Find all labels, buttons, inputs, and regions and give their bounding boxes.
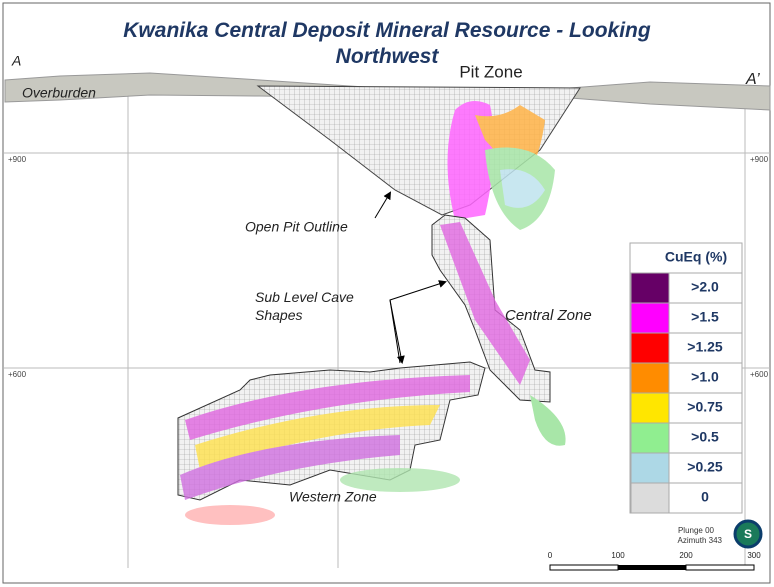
legend-swatch <box>630 452 670 484</box>
legend-swatch <box>630 302 670 334</box>
legend-swatch <box>630 422 670 454</box>
pit-ore <box>447 101 555 230</box>
legend-label: >1.0 <box>691 369 719 385</box>
legend-label: 0 <box>701 489 709 505</box>
legend-swatch <box>630 272 670 304</box>
azimuth: Azimuth 343 <box>678 536 723 545</box>
elevation: +900 <box>8 155 27 164</box>
logo-text: S <box>744 527 752 541</box>
legend-label: >0.25 <box>687 459 723 475</box>
overburden-label: Overburden <box>22 85 96 101</box>
annotation: Western Zone <box>289 489 377 505</box>
legend-label: >1.25 <box>687 339 723 355</box>
arrow <box>389 280 447 364</box>
arrow <box>374 191 392 219</box>
elevation: +600 <box>8 370 27 379</box>
annotation: Open Pit Outline <box>245 219 348 235</box>
logo <box>733 519 763 549</box>
central-ore <box>440 222 530 385</box>
scale-label: 100 <box>611 551 625 560</box>
legend-swatch <box>630 332 670 364</box>
section-start: A <box>11 53 21 69</box>
plunge: Plunge 00 <box>678 526 715 535</box>
annotation: Central Zone <box>505 307 592 324</box>
legend-swatch <box>630 392 670 424</box>
western-ore <box>180 375 470 525</box>
pit-zone-label: Pit Zone <box>459 62 522 81</box>
legend-title: CuEq (%) <box>665 249 727 265</box>
elevation: +900 <box>750 155 769 164</box>
legend-swatch <box>630 362 670 394</box>
scale-label: 200 <box>679 551 693 560</box>
annotation: Sub Level Cave Shapes <box>255 289 354 323</box>
legend-label: >0.75 <box>687 399 723 415</box>
legend-label: >1.5 <box>691 309 719 325</box>
section-end: A’ <box>745 71 760 88</box>
central-tail <box>530 395 566 446</box>
legend-label: >2.0 <box>691 279 719 295</box>
annotation-box: Sub Level Cave Shapes <box>255 289 354 323</box>
title: Kwanika Central Deposit Mineral Resource… <box>123 19 651 68</box>
legend: CuEq (%) >2.0 >1.5 >1.25 >1.0 >0.75 >0.5 >0.25… <box>629 242 743 514</box>
arrow <box>389 299 405 364</box>
scale-label: 300 <box>747 551 761 560</box>
legend-label: >0.5 <box>691 429 719 445</box>
elevation: +600 <box>750 370 769 379</box>
legend-swatch <box>630 482 670 514</box>
scale-bar: 0 100 200 300 <box>548 551 761 571</box>
scale-label: 0 <box>548 551 553 560</box>
